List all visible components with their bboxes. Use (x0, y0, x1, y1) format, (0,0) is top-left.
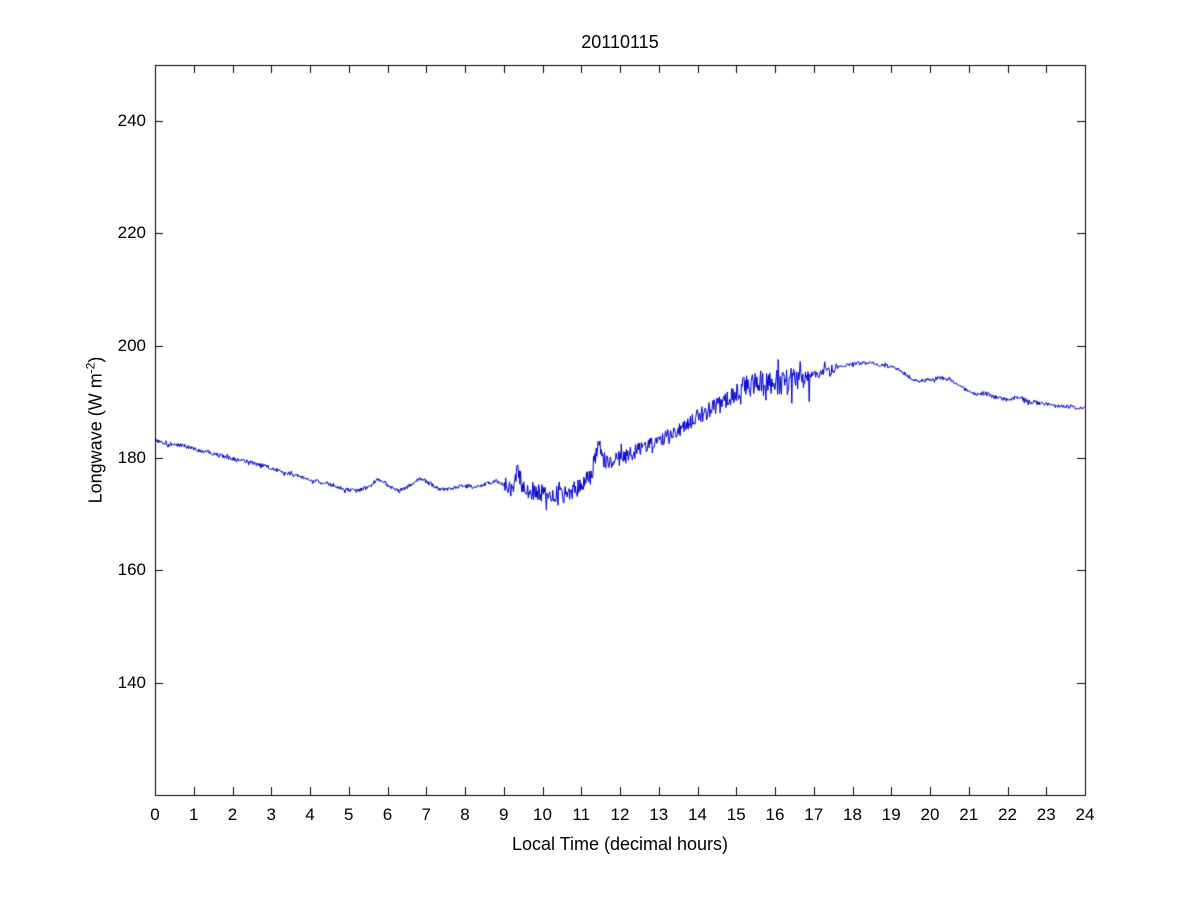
x-tick-label: 3 (266, 805, 276, 824)
x-tick-label: 14 (688, 805, 707, 824)
chart-title: 20110115 (581, 32, 659, 52)
x-tick-label: 6 (382, 805, 393, 824)
x-tick-label: 18 (843, 805, 862, 824)
x-tick-label: 22 (998, 805, 1017, 824)
x-tick-label: 16 (765, 805, 785, 824)
x-tick-label: 23 (1036, 805, 1056, 824)
y-tick-label: 180 (117, 448, 146, 468)
x-tick-label: 1 (189, 805, 199, 824)
y-axis-label-prefix: Longwave (W m (85, 373, 106, 504)
x-tick-label: 12 (610, 805, 630, 824)
y-axis-label: Longwave (W m-2) (83, 356, 107, 504)
x-tick-label: 8 (460, 805, 470, 824)
x-axis-label: Local Time (decimal hours) (511, 834, 729, 854)
x-tick-label: 13 (649, 805, 669, 824)
y-axis-label-superscript: -2 (83, 362, 98, 374)
x-tick-label: 7 (421, 805, 431, 824)
x-tick-label: 24 (1075, 805, 1095, 824)
y-tick-label: 200 (117, 335, 146, 355)
x-tick-label: 0 (150, 805, 160, 824)
y-tick-label: 240 (117, 111, 146, 131)
x-tick-label: 11 (572, 805, 591, 824)
x-tick-label: 19 (881, 805, 901, 824)
x-tick-label: 15 (726, 805, 746, 824)
x-tick-label: 17 (804, 805, 824, 824)
x-tick-label: 4 (305, 805, 315, 824)
y-tick-label: 140 (117, 672, 146, 692)
x-tick-label: 2 (227, 805, 238, 824)
x-tick-label: 5 (344, 805, 354, 824)
y-tick-label: 160 (117, 560, 146, 580)
y-tick-label: 220 (117, 223, 146, 243)
x-tick-label: 10 (533, 805, 552, 824)
x-tick-label: 20 (920, 805, 940, 824)
x-tick-label: 21 (959, 805, 979, 824)
y-axis-label-suffix: ) (85, 356, 106, 363)
x-tick-label: 9 (499, 805, 509, 824)
